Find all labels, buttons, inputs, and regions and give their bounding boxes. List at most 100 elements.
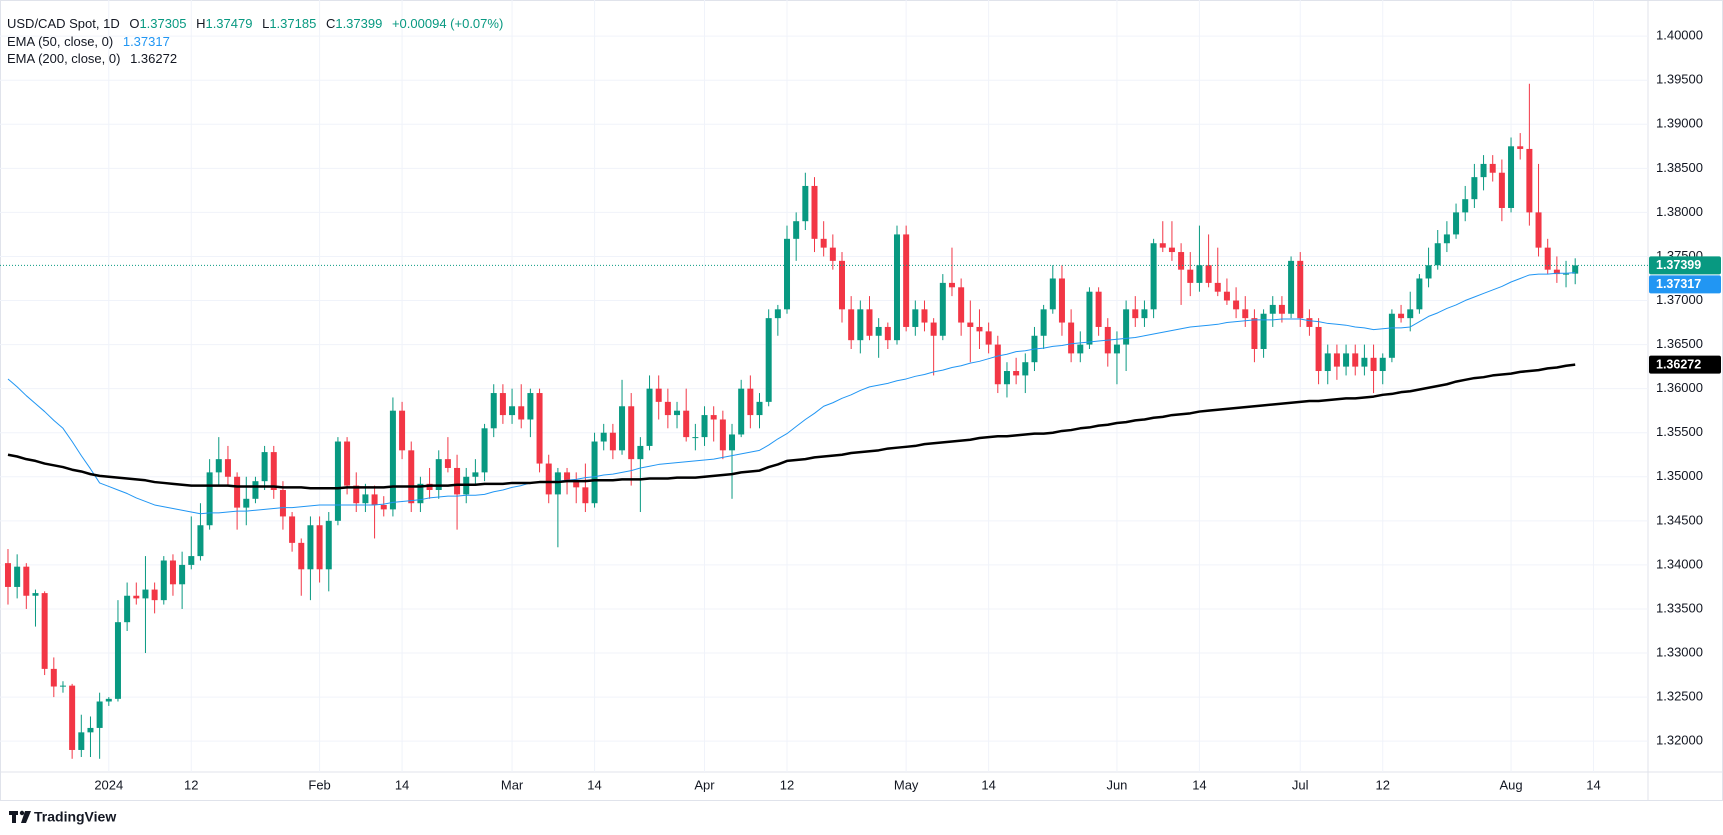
candle-body	[50, 668, 57, 687]
legend-entry: EMA (200, close, 0)	[7, 51, 121, 66]
legend-row: EMA (50, close, 0) 1.37317	[7, 33, 503, 51]
candle-body	[316, 525, 323, 570]
candle-body	[1563, 273, 1570, 275]
y-tick-label: 1.38500	[1656, 160, 1703, 175]
x-tick-label: 12	[184, 777, 198, 792]
candle-body	[710, 415, 717, 420]
logo-shape	[21, 811, 31, 823]
candle-body	[1168, 247, 1175, 253]
chart-frame	[0, 0, 1723, 801]
x-tick-label: Mar	[501, 777, 524, 792]
y-tick-label: 1.32000	[1656, 733, 1703, 748]
candle-body	[518, 406, 525, 420]
candle-body	[325, 520, 332, 570]
candle-body	[1407, 309, 1414, 319]
y-tick-label: 1.35500	[1656, 424, 1703, 439]
candle-body	[1352, 353, 1359, 367]
x-tick-label: 14	[1192, 777, 1206, 792]
y-tick-label: 1.34500	[1656, 512, 1703, 527]
legend-row: USD/CAD Spot, 1D O1.37305 H1.37479 L1.37…	[7, 15, 503, 33]
candle-body	[619, 406, 626, 451]
candle-body	[206, 472, 213, 526]
candle-body	[1205, 265, 1212, 283]
plot	[0, 83, 1648, 759]
candle-body	[252, 481, 259, 499]
candle-body	[1178, 252, 1185, 270]
candle-body	[197, 525, 204, 557]
logo	[9, 810, 31, 823]
x-tick-label: May	[894, 777, 919, 792]
candle-body	[820, 238, 827, 248]
y-tick-label: 1.36000	[1656, 380, 1703, 395]
candle-body	[32, 593, 39, 596]
candle-body	[234, 476, 241, 508]
y-tick-label: 1.36500	[1656, 336, 1703, 351]
logo-shape	[19, 810, 25, 816]
candle-body	[4, 563, 11, 587]
candle-body	[1223, 291, 1230, 301]
candle-body	[1572, 265, 1579, 274]
candle-body	[1443, 234, 1450, 244]
candle-body	[1297, 260, 1304, 319]
candle-body	[298, 542, 305, 570]
candle-body	[948, 282, 955, 288]
y-tick-label: 1.33500	[1656, 600, 1703, 615]
candle-body	[1370, 357, 1377, 372]
candle-body	[444, 459, 451, 468]
candle-body	[1141, 309, 1148, 319]
candle-body	[829, 247, 836, 261]
candle-body	[857, 309, 864, 341]
candle-body	[564, 472, 571, 482]
candle-body	[1214, 282, 1221, 292]
candle-body	[481, 428, 488, 473]
candle-body	[1453, 212, 1460, 235]
candle-body	[380, 504, 387, 510]
candle-body	[985, 331, 992, 345]
candle-body	[151, 589, 158, 601]
candle-body	[591, 441, 598, 504]
candle-body	[344, 441, 351, 486]
candle-body	[1416, 278, 1423, 310]
ema-line	[7, 363, 1576, 490]
candle-body	[1498, 172, 1505, 208]
axes: 1.32000 1.32500 1.33000 1.33500 1.34000 1.345…	[94, 28, 1703, 793]
candle-body	[1150, 243, 1157, 310]
candle-body	[69, 685, 76, 750]
candle-body	[1049, 278, 1056, 310]
candle-body	[1278, 304, 1285, 314]
y-tick-label: 1.40000	[1656, 28, 1703, 43]
candle-body	[1242, 309, 1249, 319]
candle-body	[169, 560, 176, 585]
candle-body	[399, 410, 406, 451]
candle-body	[958, 287, 965, 323]
candle-body	[609, 432, 616, 451]
candle-body	[738, 388, 745, 435]
x-tick-label: Aug	[1499, 777, 1522, 792]
logo-shape	[12, 811, 16, 823]
ema-line	[7, 272, 1576, 515]
candle-body	[114, 622, 121, 699]
candle-body	[1315, 326, 1322, 372]
candle-body	[124, 595, 131, 623]
candle-body	[536, 393, 543, 464]
candle-body	[389, 410, 396, 510]
candle-body	[1553, 269, 1560, 275]
legend-value: 1.37317	[122, 33, 170, 49]
candle-body	[674, 410, 681, 416]
candle-body	[1251, 318, 1258, 349]
candle-body	[747, 388, 754, 416]
candle-body	[1040, 309, 1047, 336]
ohlc-prefix: O	[129, 16, 140, 31]
candle-body	[1517, 146, 1524, 149]
y-tick-label: 1.35000	[1656, 468, 1703, 483]
candle-body	[243, 498, 250, 508]
candle-body	[554, 472, 561, 495]
grid	[0, 0, 1648, 772]
candle-body	[1132, 309, 1139, 319]
candle-body	[1003, 371, 1010, 385]
candle-body	[1013, 371, 1020, 376]
candle-body	[1086, 291, 1093, 345]
candle-body	[701, 415, 708, 438]
change: +0.00094 (+0.07%)	[391, 16, 504, 31]
candle-body	[774, 309, 781, 319]
